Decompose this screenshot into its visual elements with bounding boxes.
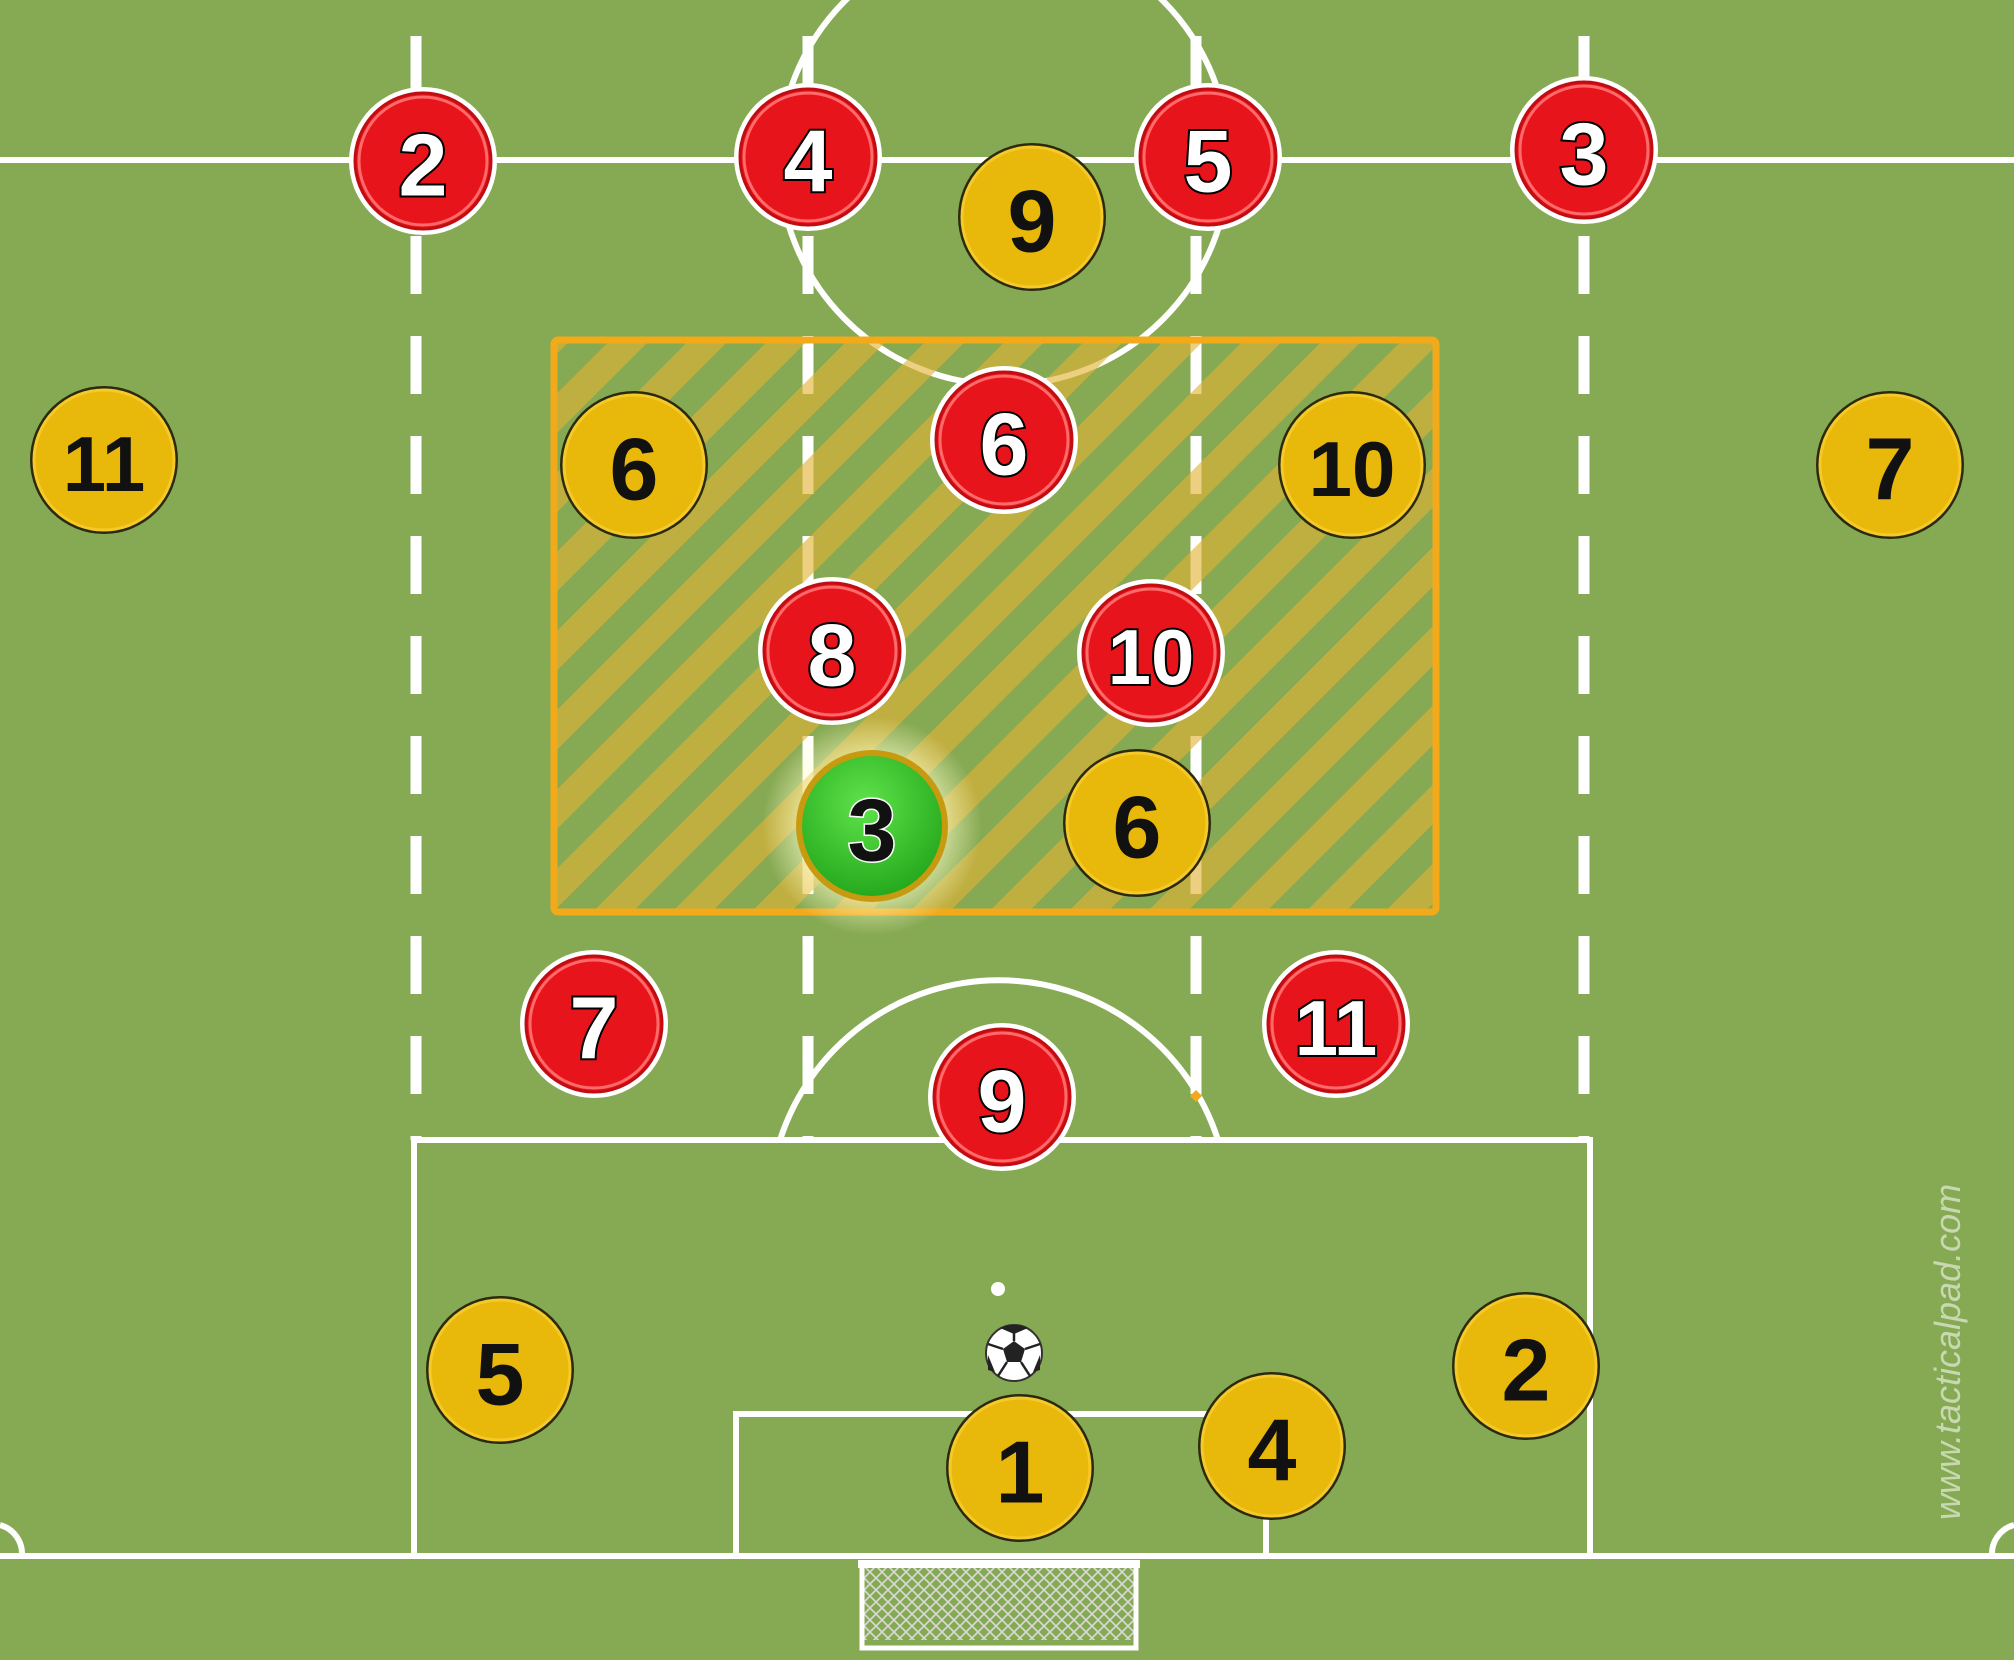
red-player-8[interactable]: 7 <box>520 950 668 1098</box>
red-player-number: 5 <box>1184 112 1233 211</box>
yellow-player-number: 1 <box>996 1423 1045 1522</box>
red-player-number: 4 <box>784 112 833 211</box>
corner-arc-right <box>1988 1522 2014 1557</box>
red-player-1[interactable]: 2 <box>349 87 497 235</box>
highlighted-player-number: 3 <box>848 781 897 880</box>
yellow-player-number: 11 <box>63 420 145 508</box>
goal-net-icon <box>858 1560 1140 1651</box>
yellow-player-4[interactable]: 10 <box>1278 391 1426 539</box>
yellow-player-number: 6 <box>1113 778 1162 877</box>
red-player-number: 11 <box>1295 984 1377 1072</box>
yellow-player-7[interactable]: 5 <box>426 1296 574 1444</box>
red-player-7[interactable]: 10 <box>1077 579 1225 727</box>
yellow-player-6[interactable]: 6 <box>1063 749 1211 897</box>
yellow-player-number: 5 <box>476 1325 525 1424</box>
red-player-number: 8 <box>808 606 857 705</box>
red-player-3[interactable]: 5 <box>1134 83 1282 231</box>
red-team: 2 4 5 3 6 8 10 7 9 11 <box>349 76 1658 1171</box>
red-player-9[interactable]: 9 <box>928 1023 1076 1171</box>
soccer-ball-icon <box>985 1324 1043 1382</box>
red-player-6[interactable]: 8 <box>758 577 906 725</box>
red-player-number: 10 <box>1108 613 1195 701</box>
penalty-spot <box>991 1282 1005 1296</box>
yellow-player-10[interactable]: 2 <box>1452 1292 1600 1440</box>
orange-marker <box>1190 1090 1202 1102</box>
watermark: www.tacticalpad.com <box>1927 1184 1968 1520</box>
yellow-player-2[interactable]: 11 <box>30 386 178 534</box>
yellow-player-9[interactable]: 4 <box>1198 1372 1346 1520</box>
yellow-player-5[interactable]: 7 <box>1816 391 1964 539</box>
highlighted-player-badge <box>802 756 942 896</box>
yellow-player-number: 10 <box>1309 425 1396 513</box>
red-player-number: 9 <box>978 1052 1027 1151</box>
highlighted-player: 3 <box>762 716 982 936</box>
red-player-number: 2 <box>399 116 448 215</box>
yellow-player-1[interactable]: 9 <box>958 143 1106 291</box>
red-player-number: 3 <box>1560 105 1609 204</box>
red-player-5[interactable]: 6 <box>930 366 1078 514</box>
red-player-10[interactable]: 11 <box>1262 950 1410 1098</box>
yellow-player-number: 4 <box>1248 1401 1297 1500</box>
red-player-number: 6 <box>980 395 1029 494</box>
corner-arc-left <box>0 1522 26 1557</box>
red-player-number: 7 <box>570 979 619 1078</box>
yellow-player-8[interactable]: 1 <box>946 1394 1094 1542</box>
yellow-player-number: 6 <box>610 420 659 519</box>
yellow-player-number: 2 <box>1502 1321 1551 1420</box>
penalty-arc <box>777 977 1221 1141</box>
red-player-4[interactable]: 3 <box>1510 76 1658 224</box>
yellow-player-number: 9 <box>1008 172 1057 271</box>
yellow-player-3[interactable]: 6 <box>560 391 708 539</box>
red-player-2[interactable]: 4 <box>734 83 882 231</box>
yellow-player-number: 7 <box>1866 420 1915 519</box>
yellow-team: 9 11 6 10 7 6 5 1 4 2 <box>30 143 1964 1542</box>
